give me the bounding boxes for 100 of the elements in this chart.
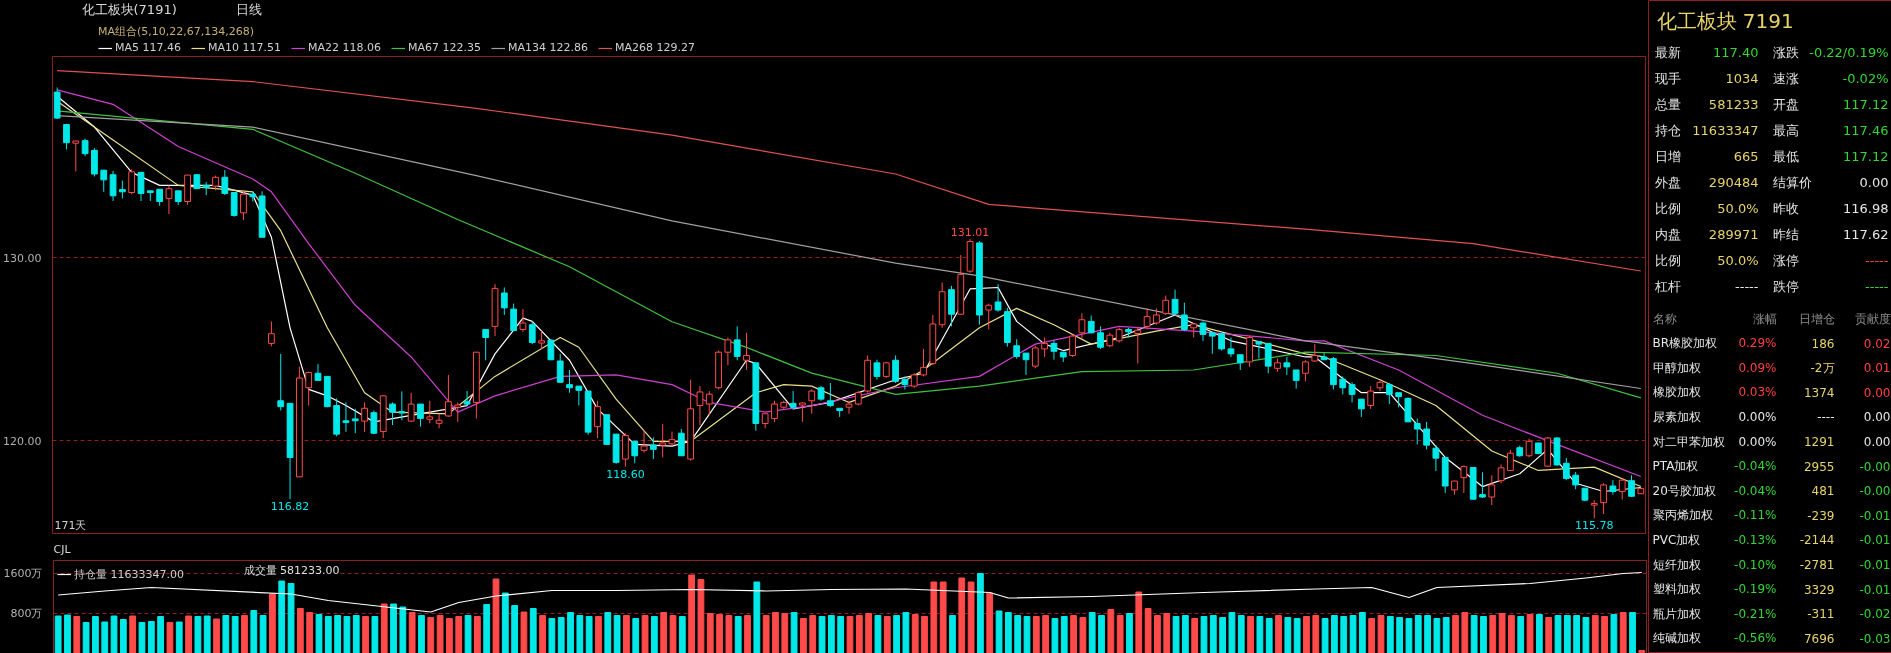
text: BR橡胶加权 bbox=[1652, 336, 1718, 351]
bar bbox=[222, 615, 230, 653]
candlestick bbox=[1134, 327, 1142, 365]
bar bbox=[362, 616, 369, 653]
annotation: 118.60 bbox=[606, 467, 645, 481]
text: 涨幅 bbox=[1752, 311, 1777, 326]
text: 290484 bbox=[1708, 175, 1759, 190]
text: 橡胶加权 bbox=[1652, 385, 1701, 400]
candlestick bbox=[826, 382, 834, 408]
text: 1374 bbox=[1803, 385, 1835, 400]
text: 跌停 bbox=[1772, 279, 1799, 294]
bar bbox=[827, 615, 835, 653]
bar bbox=[539, 615, 546, 653]
candlestick bbox=[128, 168, 136, 195]
text: 比例 bbox=[1654, 253, 1681, 268]
bar bbox=[855, 615, 863, 653]
text: 化工板块 7191 bbox=[1656, 8, 1794, 33]
text: 117.12 bbox=[1843, 97, 1889, 112]
bar bbox=[306, 612, 314, 653]
bar bbox=[390, 603, 397, 653]
candlestick bbox=[342, 401, 350, 433]
bar bbox=[1396, 617, 1404, 653]
y-tick-label: 130.00 bbox=[3, 251, 42, 265]
bar bbox=[1433, 618, 1441, 653]
candlestick bbox=[268, 320, 275, 347]
bar bbox=[762, 615, 770, 653]
text: 外盘 bbox=[1654, 175, 1681, 190]
candlestick bbox=[1050, 339, 1058, 361]
candlestick bbox=[435, 413, 443, 429]
candlestick bbox=[799, 401, 806, 423]
candlestick bbox=[351, 408, 359, 434]
text: 0.01 bbox=[1863, 361, 1891, 376]
bar bbox=[408, 612, 416, 653]
bar bbox=[427, 617, 435, 653]
bar bbox=[259, 615, 267, 653]
candlestick bbox=[63, 123, 70, 150]
y-tick-label: 1600万 bbox=[3, 567, 43, 580]
bar bbox=[1256, 616, 1264, 653]
candlestick bbox=[454, 401, 462, 423]
bar bbox=[734, 616, 742, 653]
candlestick bbox=[1432, 444, 1440, 472]
text: 186 bbox=[1811, 336, 1835, 351]
candlestick bbox=[1022, 352, 1030, 376]
candlestick bbox=[100, 169, 108, 193]
text: -0.00 bbox=[1859, 484, 1891, 499]
bar bbox=[1098, 615, 1105, 653]
text: 内盘 bbox=[1654, 227, 1681, 242]
candlestick bbox=[1618, 478, 1626, 501]
bar bbox=[874, 615, 882, 653]
text: PVC加权 bbox=[1652, 532, 1701, 547]
bar bbox=[231, 616, 239, 653]
bar bbox=[147, 621, 155, 653]
bar bbox=[1414, 615, 1422, 653]
text: 涨跌 bbox=[1772, 45, 1799, 60]
bar bbox=[455, 616, 463, 653]
candlestick bbox=[892, 355, 899, 384]
text: 现手 bbox=[1654, 71, 1681, 86]
text: 0.02 bbox=[1863, 336, 1891, 351]
candlestick bbox=[631, 440, 639, 464]
text: 1291 bbox=[1803, 435, 1835, 449]
candlestick bbox=[622, 432, 629, 468]
bar bbox=[1461, 612, 1469, 653]
bar bbox=[1070, 615, 1077, 653]
text: ---- bbox=[1817, 410, 1835, 425]
text: 日增 bbox=[1654, 149, 1681, 164]
bar bbox=[157, 616, 165, 653]
bar bbox=[1582, 617, 1590, 653]
bar bbox=[1228, 612, 1236, 653]
text: -0.01 bbox=[1859, 508, 1891, 523]
bar bbox=[296, 608, 304, 653]
text: 11633347 bbox=[1692, 123, 1759, 138]
candlestick bbox=[510, 303, 518, 332]
bar bbox=[166, 622, 174, 653]
bar bbox=[1508, 615, 1515, 653]
bar bbox=[446, 618, 453, 653]
annotation: 成交量 581233.00 bbox=[243, 563, 340, 577]
bar bbox=[64, 614, 71, 653]
text: 开盘 bbox=[1772, 97, 1799, 112]
candlestick bbox=[901, 375, 909, 390]
bar bbox=[669, 615, 677, 653]
text: 0.00 bbox=[1863, 435, 1891, 449]
bar bbox=[241, 615, 248, 653]
bar bbox=[1368, 618, 1376, 653]
text: -0.10% bbox=[1734, 557, 1777, 572]
bar bbox=[1275, 615, 1282, 653]
text: 短纤加权 bbox=[1652, 557, 1701, 572]
candlestick bbox=[640, 429, 648, 453]
text: 3329 bbox=[1803, 582, 1835, 597]
bar bbox=[1340, 616, 1348, 653]
bar bbox=[548, 618, 556, 653]
candlestick bbox=[72, 140, 80, 172]
bar bbox=[818, 616, 826, 653]
bar bbox=[772, 612, 779, 653]
bar bbox=[1042, 615, 1050, 653]
candlestick bbox=[1600, 482, 1607, 515]
bar bbox=[371, 616, 379, 653]
candlestick bbox=[743, 332, 750, 371]
candlestick bbox=[230, 192, 238, 218]
bar bbox=[883, 616, 891, 653]
bar bbox=[380, 603, 388, 653]
